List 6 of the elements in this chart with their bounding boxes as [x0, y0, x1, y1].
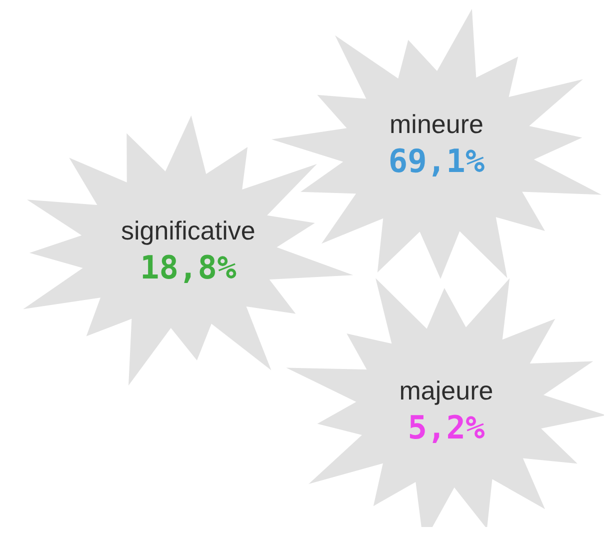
data-label: 69,1%	[388, 142, 486, 180]
data-label: 18,8%	[140, 248, 238, 287]
data-label: 5,2%	[408, 408, 486, 447]
category-label: mineure	[390, 108, 484, 139]
category-label: significative	[120, 216, 256, 246]
category-label: majeure	[399, 376, 494, 406]
